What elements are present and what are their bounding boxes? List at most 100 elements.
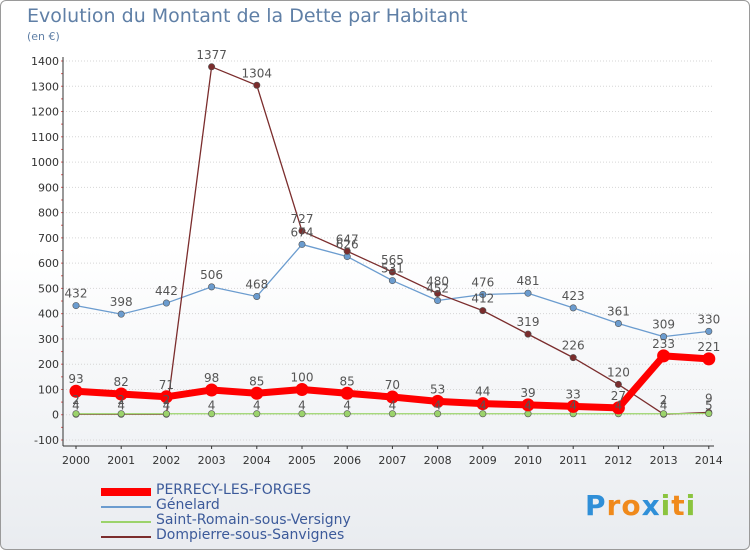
data-label-Génelard-2010: 481 [517, 274, 540, 288]
y-tick-label-100: 100 [38, 383, 59, 396]
x-tick-label-2007: 2007 [378, 454, 406, 467]
data-label-PERRECY-LES-FORGES-2007: 70 [385, 378, 400, 392]
data-label-PERRECY-LES-FORGES-2004: 85 [249, 374, 264, 388]
data-point-Génelard-2013 [660, 333, 668, 341]
logo-letter: t [671, 489, 686, 522]
data-label-Génelard-2012: 361 [607, 305, 630, 319]
x-tick-label-2002: 2002 [152, 454, 180, 467]
data-point-Dompierre-sous-Sanvignes-2007 [388, 268, 396, 276]
data-label-Génelard-2006: 626 [336, 238, 359, 252]
data-label-Saint-Romain-sous-Versigny-2001: 4 [117, 399, 125, 413]
data-point-PERRECY-LES-FORGES-2000 [69, 384, 83, 398]
y-tick-label-600: 600 [38, 257, 59, 270]
data-label-Saint-Romain-sous-Versigny-2008: 4 [434, 399, 442, 413]
data-point-Saint-Romain-sous-Versigny-2006 [343, 410, 351, 418]
data-label-Génelard-2007: 531 [381, 262, 404, 276]
y-tick-label-0: 0 [52, 409, 59, 422]
x-tick-label-2010: 2010 [514, 454, 542, 467]
y-tick-label-700: 700 [38, 232, 59, 245]
data-label-Dompierre-sous-Sanvignes-2011: 226 [562, 339, 585, 353]
data-label-PERRECY-LES-FORGES-2011: 33 [566, 387, 581, 401]
data-label-Saint-Romain-sous-Versigny-2005: 4 [298, 399, 306, 413]
data-label-PERRECY-LES-FORGES-2008: 53 [430, 382, 445, 396]
legend-swatch [101, 521, 151, 523]
data-label-Dompierre-sous-Sanvignes-2013: 2 [660, 393, 668, 407]
data-point-Saint-Romain-sous-Versigny-2014 [705, 409, 713, 417]
data-point-Saint-Romain-sous-Versigny-2003 [208, 410, 216, 418]
data-point-Génelard-2003 [208, 283, 216, 291]
data-label-Saint-Romain-sous-Versigny-2013: 4 [660, 399, 668, 413]
chart-unit: (en €) [27, 30, 60, 43]
data-point-Génelard-2011 [569, 304, 577, 312]
y-tick-label-1000: 1000 [31, 156, 59, 169]
data-point-Saint-Romain-sous-Versigny-2007 [388, 410, 396, 418]
data-label-Saint-Romain-sous-Versigny-2007: 4 [389, 399, 397, 413]
data-label-Génelard-2008: 452 [426, 282, 449, 296]
data-point-Dompierre-sous-Sanvignes-2008 [434, 289, 442, 297]
y-tick-label-1300: 1300 [31, 80, 59, 93]
x-tick-label-2011: 2011 [559, 454, 587, 467]
data-point-Génelard-2002 [162, 299, 170, 307]
data-point-PERRECY-LES-FORGES-2010 [521, 398, 535, 412]
data-point-PERRECY-LES-FORGES-2014 [702, 352, 716, 366]
data-label-Saint-Romain-sous-Versigny-2004: 4 [253, 399, 261, 413]
data-label-Saint-Romain-sous-Versigny-2002: 4 [163, 399, 171, 413]
y-tick-label-400: 400 [38, 308, 59, 321]
data-label-Dompierre-sous-Sanvignes-2003: 1377 [196, 48, 227, 62]
data-point-Dompierre-sous-Sanvignes-2009 [479, 307, 487, 315]
y-tick-label-1200: 1200 [31, 106, 59, 119]
data-point-Génelard-2014 [705, 327, 713, 335]
data-point-Saint-Romain-sous-Versigny-2002 [162, 410, 170, 418]
data-point-PERRECY-LES-FORGES-2009 [476, 397, 490, 411]
y-tick-label-1400: 1400 [31, 55, 59, 68]
data-point-Saint-Romain-sous-Versigny-2004 [253, 410, 261, 418]
x-tick-label-2003: 2003 [198, 454, 226, 467]
x-tick-label-2008: 2008 [424, 454, 452, 467]
data-point-Dompierre-sous-Sanvignes-2006 [343, 247, 351, 255]
data-label-Saint-Romain-sous-Versigny-2009: 4 [479, 399, 487, 413]
data-point-PERRECY-LES-FORGES-2006 [340, 386, 354, 400]
data-point-Dompierre-sous-Sanvignes-2010 [524, 330, 532, 338]
y-tick-label-200: 200 [38, 358, 59, 371]
data-label-Génelard-2002: 442 [155, 284, 178, 298]
data-label-Génelard-2014: 330 [697, 312, 720, 326]
data-point-PERRECY-LES-FORGES-2001 [114, 387, 128, 401]
data-point-PERRECY-LES-FORGES-2012 [611, 401, 625, 415]
data-label-PERRECY-LES-FORGES-2014: 221 [697, 340, 720, 354]
data-point-Dompierre-sous-Sanvignes-2012 [614, 380, 622, 388]
proxiti-logo: Proxiti [585, 489, 696, 522]
data-label-Saint-Romain-sous-Versigny-2000: 4 [72, 399, 80, 413]
data-point-PERRECY-LES-FORGES-2005 [295, 382, 309, 396]
data-label-Génelard-2005: 674 [291, 225, 314, 239]
data-point-Génelard-2012 [614, 320, 622, 328]
y-tick-label--100: -100 [34, 434, 59, 447]
data-point-PERRECY-LES-FORGES-2004 [250, 386, 264, 400]
x-tick-label-2005: 2005 [288, 454, 316, 467]
data-label-Génelard-2001: 398 [110, 295, 133, 309]
x-tick-label-2001: 2001 [107, 454, 135, 467]
data-point-PERRECY-LES-FORGES-2002 [159, 390, 173, 404]
data-label-PERRECY-LES-FORGES-2005: 100 [291, 370, 314, 384]
data-point-Génelard-2001 [117, 310, 125, 318]
legend-item-1: Génelard [101, 497, 421, 515]
data-label-Saint-Romain-sous-Versigny-2012: 4 [615, 399, 623, 413]
data-label-PERRECY-LES-FORGES-2001: 82 [114, 375, 129, 389]
data-label-Dompierre-sous-Sanvignes-2009: 412 [471, 292, 494, 306]
data-point-Génelard-2004 [253, 292, 261, 300]
data-label-Dompierre-sous-Sanvignes-2004: 1304 [242, 66, 273, 80]
data-point-Saint-Romain-sous-Versigny-2005 [298, 410, 306, 418]
data-label-Dompierre-sous-Sanvignes-2000: 2 [72, 393, 80, 407]
data-label-Saint-Romain-sous-Versigny-2003: 4 [208, 399, 216, 413]
legend-label: PERRECY-LES-FORGES [156, 482, 312, 498]
data-label-PERRECY-LES-FORGES-2006: 85 [340, 374, 355, 388]
legend-label: Saint-Romain-sous-Versigny [156, 512, 351, 528]
data-point-Génelard-2010 [524, 289, 532, 297]
series-layer [69, 63, 716, 418]
logo-letter: x [641, 489, 661, 522]
x-tick-label-2006: 2006 [333, 454, 361, 467]
data-label-Dompierre-sous-Sanvignes-2012: 120 [607, 365, 630, 379]
data-point-PERRECY-LES-FORGES-2007 [385, 390, 399, 404]
